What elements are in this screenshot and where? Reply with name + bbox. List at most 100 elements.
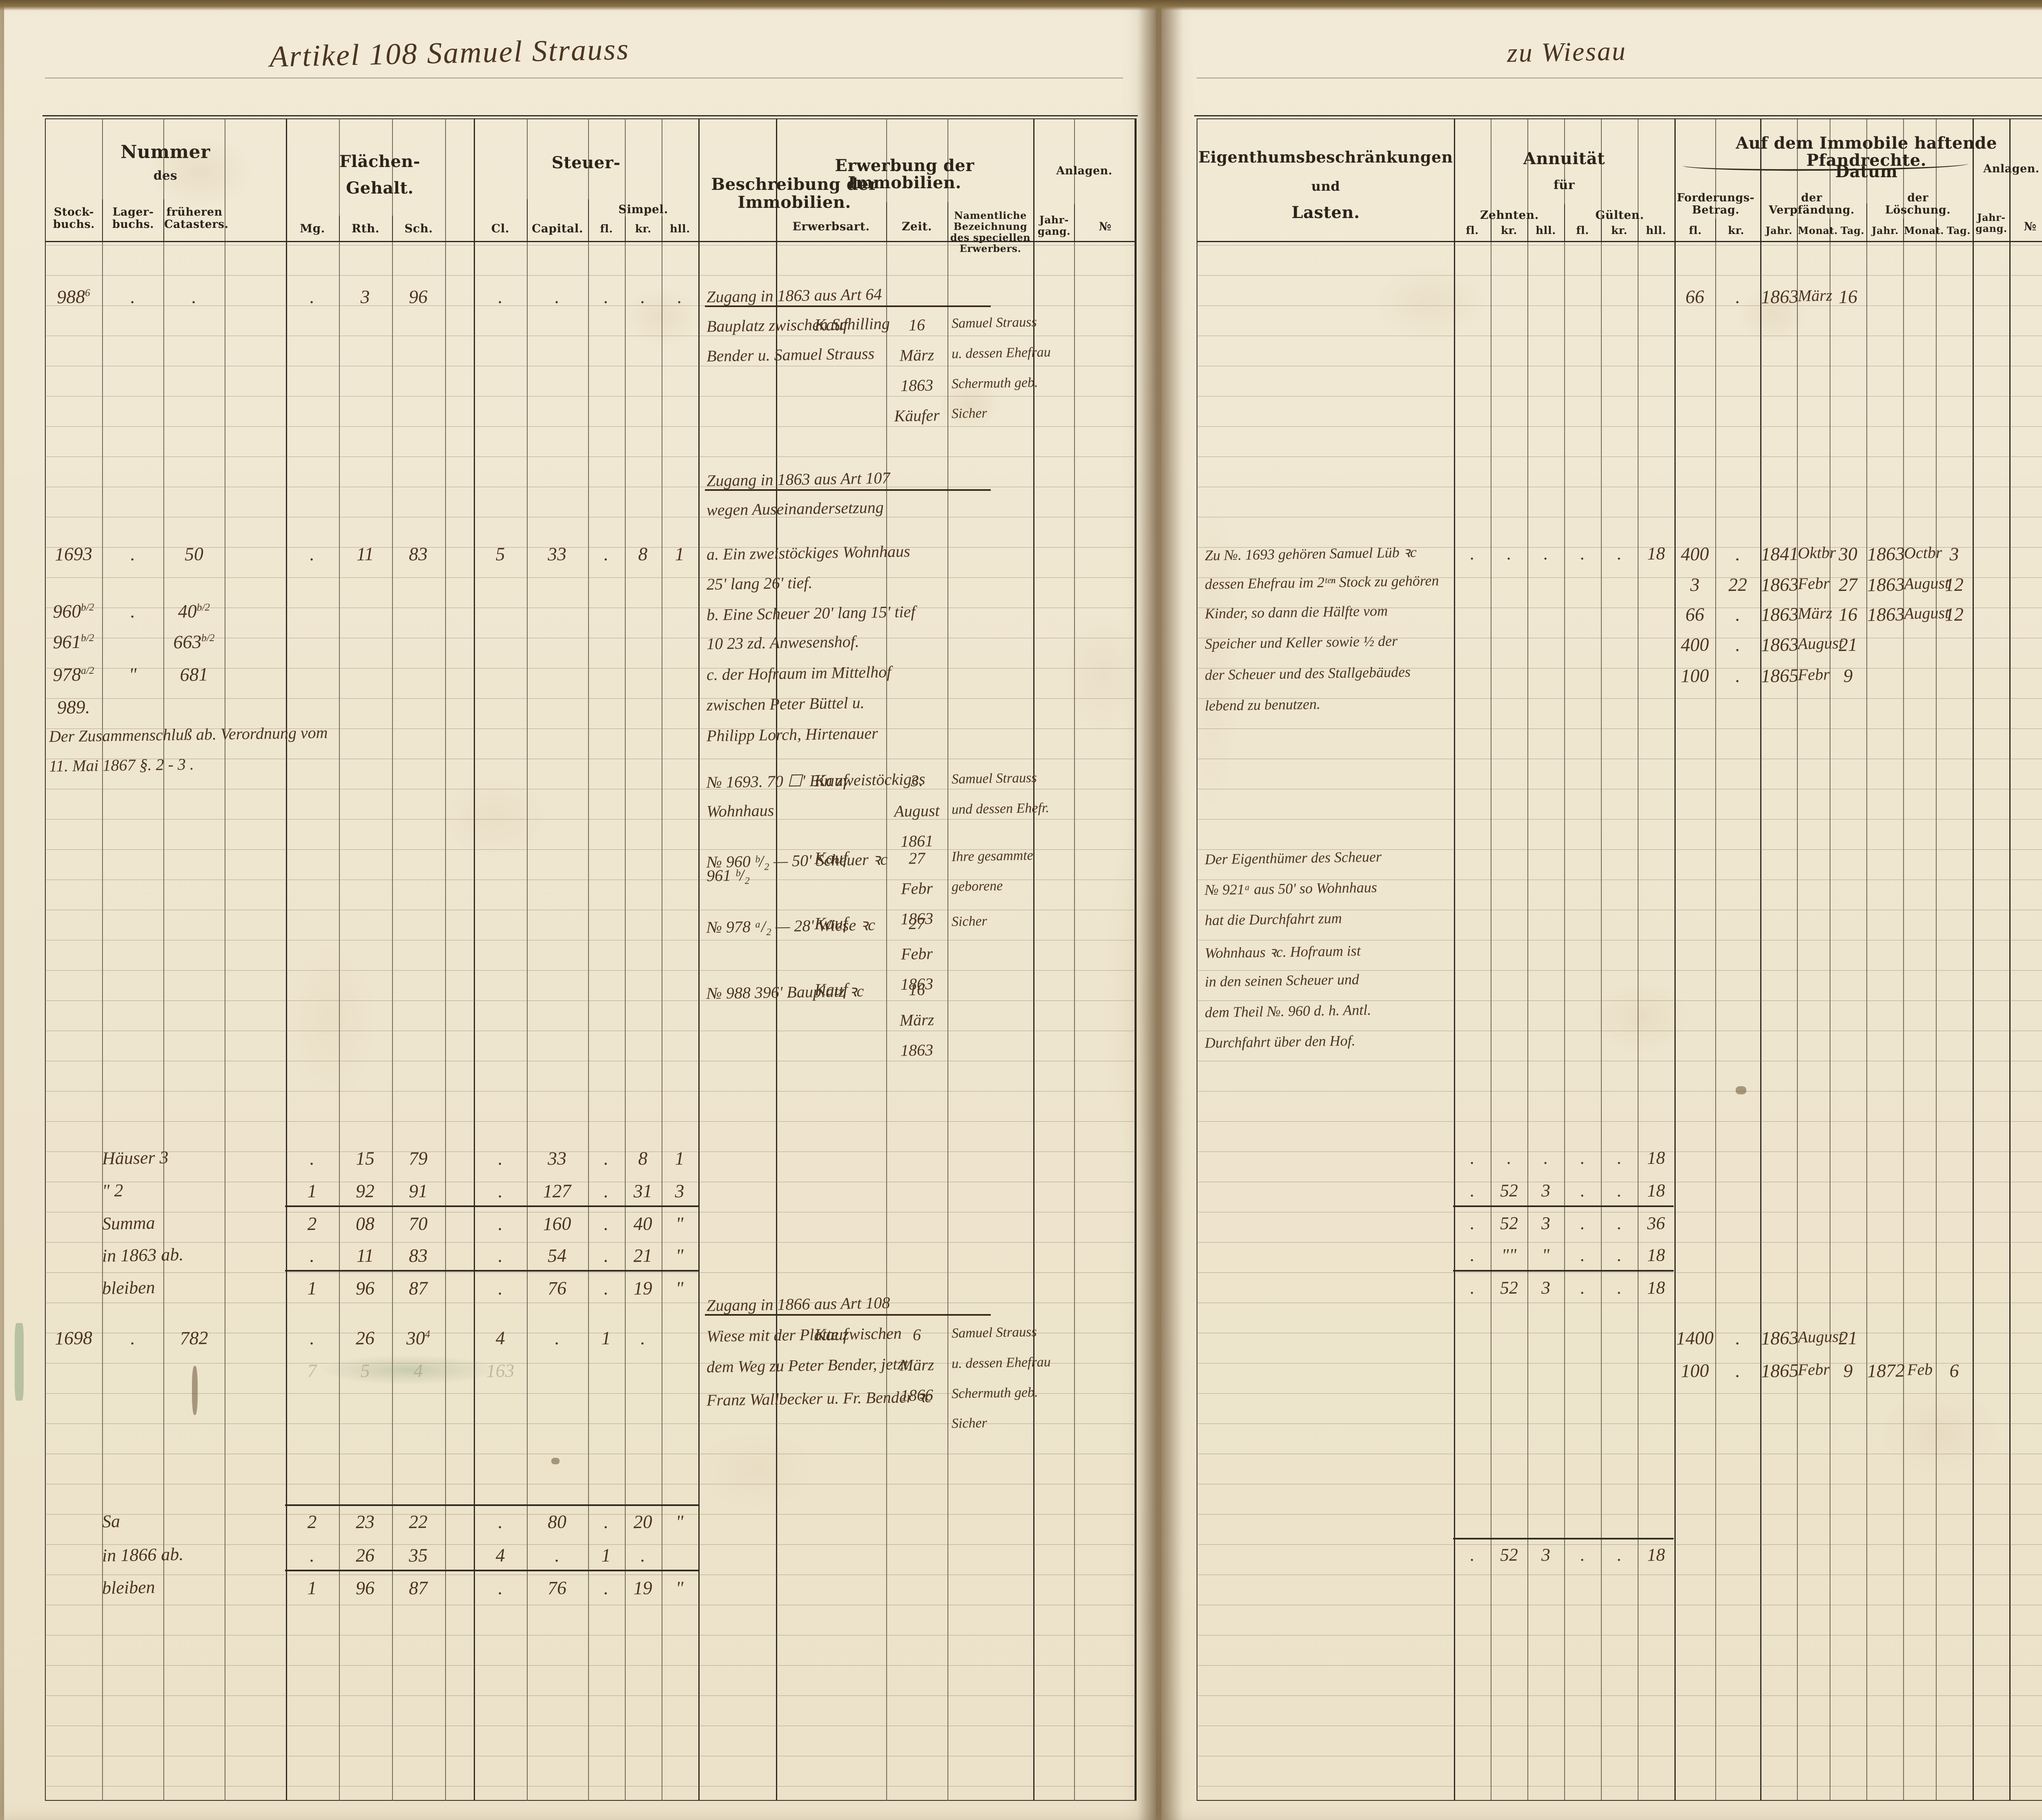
- sum-mg: .: [309, 1544, 315, 1566]
- pfand-verpf-jahr: 1863: [1761, 634, 1799, 655]
- pfand-forderung-fl: 400: [1681, 634, 1709, 655]
- header-divider: [1797, 218, 1798, 241]
- sum-cataster: 782: [180, 1327, 208, 1349]
- cell-cl: .: [497, 286, 503, 307]
- pfand-lsch-tag: 3: [1949, 543, 1959, 565]
- acq-zeit: März: [899, 1355, 934, 1374]
- cell-stockbuch: 9886: [56, 286, 90, 307]
- row-rule-right: [1197, 698, 2042, 699]
- row-rule-left: [45, 698, 1135, 699]
- column-rule-left: [102, 118, 103, 1801]
- header-steuer-cl: Cl.: [491, 222, 510, 235]
- sum-simpel-fl: 1: [601, 1327, 611, 1349]
- acq-name: Sicher: [951, 913, 988, 929]
- ann-zehnten-kr: 52: [1500, 1277, 1518, 1298]
- sum-simpel-hll: 1: [675, 1147, 684, 1169]
- header-verpf-unit-1: Monat.: [1798, 225, 1838, 236]
- sum-simpel-kr: 20: [633, 1511, 653, 1533]
- pfand-forderung-kr: .: [1735, 1327, 1741, 1349]
- row-rule-left: [45, 970, 1135, 971]
- sum-label: in 1863 ab.: [102, 1244, 184, 1266]
- pfand-forderung-fl: 100: [1681, 665, 1709, 686]
- sum-mg: .: [309, 1147, 315, 1169]
- ann-guelten-fl: .: [1580, 1245, 1585, 1265]
- acq-zeit: 27: [908, 914, 925, 933]
- header-anlagen-right: Anlagen.: [1983, 163, 2040, 175]
- sum-label: bleiben: [102, 1577, 155, 1598]
- column-rule-left: [163, 118, 164, 1801]
- sum-capital: 127: [543, 1180, 571, 1202]
- sum-simpel-fl: .: [603, 1511, 609, 1533]
- pfand-verpf-monat: Febr: [1797, 574, 1830, 593]
- pfand-verpf-tag: 21: [1838, 1327, 1858, 1349]
- lasten-entry: dem Theil №. 960 d. h. Antl.: [1204, 1001, 1371, 1021]
- ann-rule: [1453, 1538, 1674, 1539]
- ann-zehnten-hll: 3: [1541, 1180, 1551, 1201]
- header-lsch-unit-1: Monat.: [1904, 225, 1944, 236]
- row-rule-right: [1197, 1272, 2042, 1273]
- header-divider: [1936, 218, 1937, 241]
- lasten-entry: hat die Durchfahrt zum: [1204, 910, 1342, 929]
- column-rule-right: [1454, 118, 1455, 1801]
- column-rule-left: [1033, 118, 1034, 1801]
- header-anlagen-left: Anlagen.: [1056, 165, 1112, 177]
- acq-name: Samuel Strauss: [951, 314, 1037, 331]
- header-divider: [1638, 218, 1639, 241]
- row-rule-left: [45, 396, 1135, 397]
- header-divider: [527, 199, 528, 241]
- row-rule-left: [45, 819, 1135, 820]
- sum-rule: [285, 1504, 698, 1506]
- pfand-verpf-monat: August: [1797, 1327, 1844, 1346]
- header-nummer-sub: des: [153, 169, 178, 183]
- pfand-verpf-jahr: 1863: [1761, 604, 1799, 625]
- cell-stockbuch: 989.: [57, 696, 90, 718]
- description-entry: Bender u. Samuel Strauss: [706, 344, 875, 365]
- acq-name: Schermuth geb.: [951, 375, 1038, 392]
- header-zeit: Zeit.: [901, 220, 932, 233]
- acq-zeit: Febr: [901, 879, 933, 898]
- sum-simpel-hll: ": [675, 1213, 684, 1234]
- header-steuer: Steuer-: [551, 153, 621, 172]
- pfand-verpf-jahr: 1863: [1761, 286, 1799, 307]
- row-rule-right: [1197, 1000, 2042, 1001]
- lasten-entry: № 921ᵃ aus 50' so Wohnhaus: [1204, 879, 1377, 898]
- row-rule-right: [1197, 1544, 2042, 1545]
- row-rule-right: [1197, 1514, 2042, 1515]
- row-rule-left: [45, 1091, 1135, 1092]
- ann-guelten-hll: 18: [1647, 1180, 1665, 1201]
- pfand-verpf-tag: 9: [1843, 665, 1853, 686]
- column-rule-right: [1674, 118, 1676, 1801]
- sum-sch: 35: [408, 1544, 428, 1566]
- header-divider: [163, 199, 164, 241]
- acq-zeit: 1863: [900, 1040, 934, 1060]
- ann-guelten-kr: .: [1617, 1277, 1622, 1298]
- description-entry: wegen Auseinandersetzung: [706, 498, 884, 519]
- header-eigenthumsbeschraenkungen: Eigenthumsbeschränkungen: [1198, 148, 1453, 166]
- row-rule-left: [45, 577, 1135, 578]
- acq-zeit: Febr: [901, 944, 933, 963]
- row-rule-right: [1197, 1393, 2042, 1394]
- ann-zehnten-hll: 3: [1541, 1277, 1551, 1298]
- sum-simpel-fl: .: [603, 1147, 609, 1169]
- ann-zehnten-kr: .: [1507, 543, 1511, 564]
- cell-cataster: 50: [184, 543, 204, 565]
- sum-simpel-kr: 8: [638, 1147, 648, 1169]
- sum-simpel-fl: 1: [601, 1544, 611, 1566]
- column-rule-right: [1866, 118, 1867, 1801]
- ledger-table-right: [1197, 118, 2042, 1801]
- sum-label: Summa: [102, 1212, 155, 1234]
- ann-guelten-hll: 18: [1647, 1277, 1665, 1298]
- ann-zehnten-hll: 3: [1541, 1544, 1551, 1565]
- header-eigenthum-und: und: [1311, 178, 1340, 194]
- sum-rule: [285, 1270, 698, 1272]
- sum-simpel-kr: .: [640, 1327, 646, 1349]
- pfand-verpf-tag: 27: [1838, 574, 1858, 595]
- sum-rule: [285, 1570, 698, 1571]
- sum-rth: 08: [355, 1213, 375, 1234]
- ann-guelten-kr: .: [1617, 1213, 1622, 1234]
- sum-label: Sa: [102, 1511, 120, 1532]
- ann-guelten-kr: .: [1617, 1245, 1622, 1265]
- ann-guelten-hll: 18: [1647, 543, 1665, 564]
- row-rule-right: [1197, 1091, 2042, 1092]
- pfand-forderung-kr: .: [1735, 286, 1741, 307]
